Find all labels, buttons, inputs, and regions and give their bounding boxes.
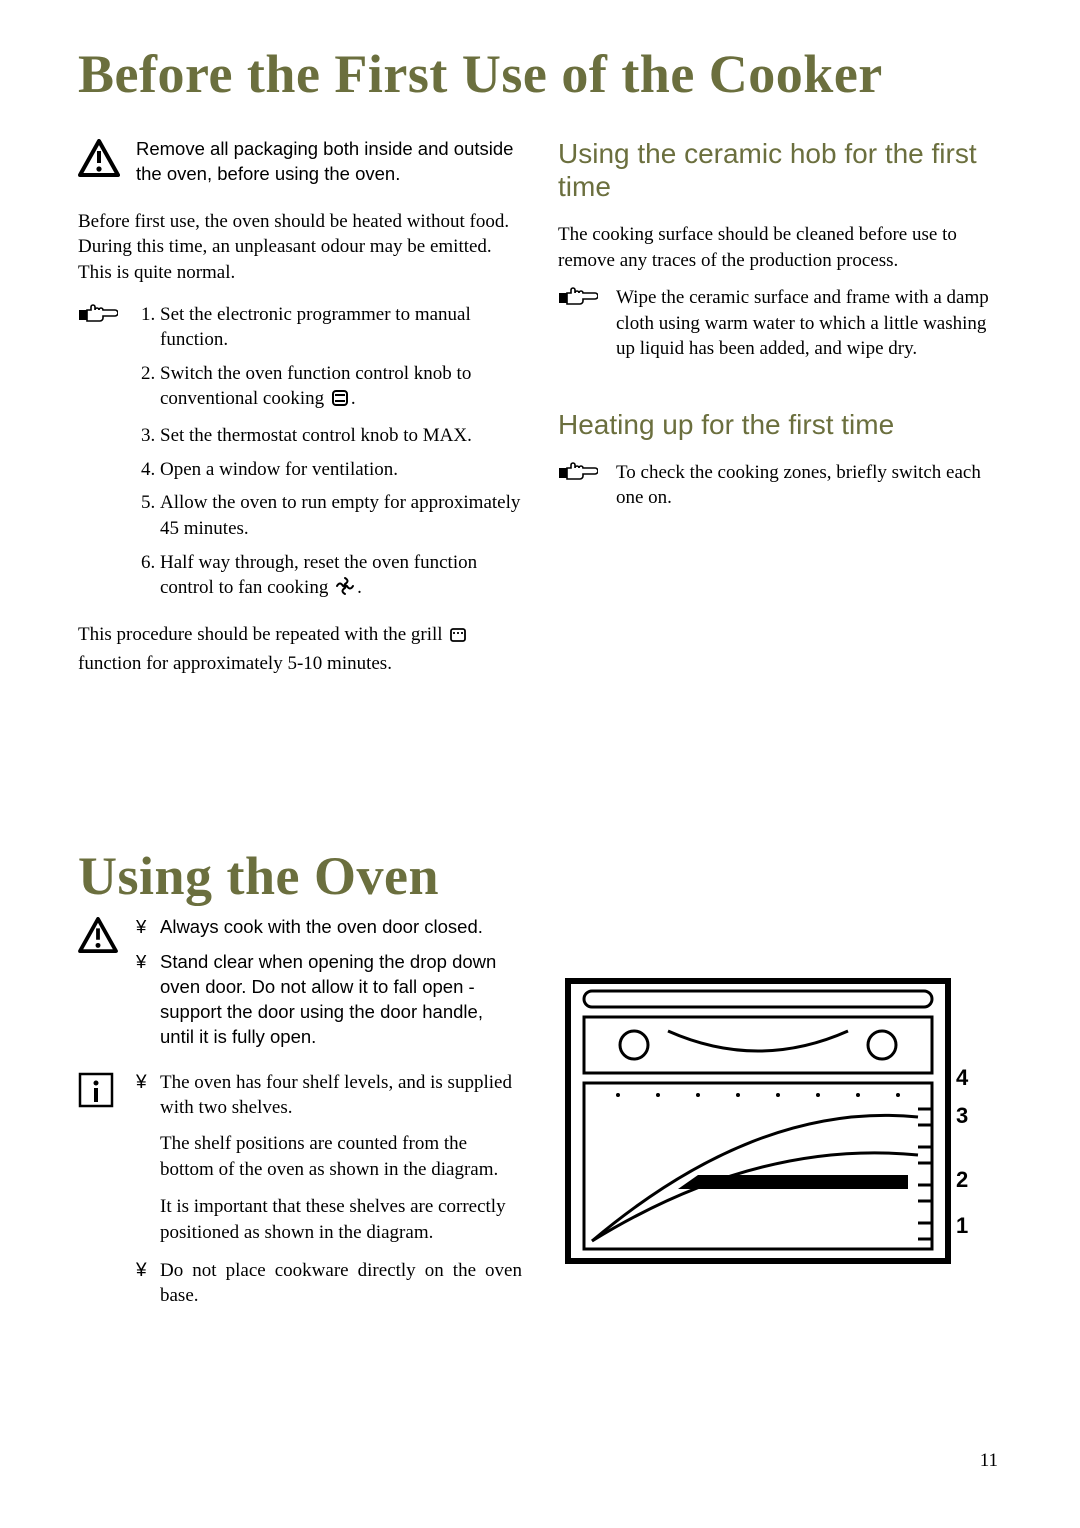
- hob-body: The cooking surface should be cleaned be…: [558, 222, 1002, 273]
- step-3: Set the thermostat control knob to MAX.: [160, 423, 522, 449]
- warning-icon: [78, 915, 126, 1060]
- hand-point-icon: [558, 460, 606, 523]
- h1-using-the-oven: Using the Oven: [78, 848, 1002, 905]
- info-p2: It is important that these shelves are c…: [136, 1194, 522, 1245]
- step-6: Half way through, reset the oven functio…: [160, 550, 522, 604]
- shelf-label-4: 4: [956, 1065, 969, 1090]
- section2-left-column: ¥Always cook with the oven door closed. …: [78, 915, 522, 1329]
- oven-info-bullets: ¥The oven has four shelf levels, and is …: [136, 1070, 522, 1121]
- section1-left-column: Remove all packaging both inside and out…: [78, 137, 522, 689]
- step-5: Allow the oven to run empty for approxim…: [160, 490, 522, 541]
- info-icon: [78, 1070, 126, 1319]
- shelf-label-2: 2: [956, 1167, 968, 1192]
- step-4: Open a window for ventilation.: [160, 457, 522, 483]
- conventional-cooking-icon: [331, 389, 349, 415]
- warning-text: Remove all packaging both inside and out…: [136, 137, 522, 187]
- step-1: Set the electronic programmer to manual …: [160, 302, 522, 353]
- intro-text: Before first use, the oven should be hea…: [78, 209, 522, 286]
- info-bullet-1: ¥The oven has four shelf levels, and is …: [136, 1070, 522, 1121]
- hand-point-icon: [558, 285, 606, 374]
- last-bullet: ¥Do not place cookware directly on the o…: [136, 1258, 522, 1309]
- heating-tip: To check the cooking zones, briefly swit…: [616, 460, 1002, 511]
- warn-bullet-1: ¥Always cook with the oven door closed.: [136, 915, 522, 940]
- oven-shelf-diagram: 4 3 2 1: [558, 971, 978, 1271]
- hob-tip: Wipe the ceramic surface and frame with …: [616, 285, 1002, 362]
- oven-warning-bullets: ¥Always cook with the oven door closed. …: [136, 915, 522, 1060]
- page-number: 11: [980, 1450, 998, 1472]
- first-use-steps: Set the electronic programmer to manual …: [136, 302, 522, 612]
- grill-icon: [449, 625, 467, 651]
- hob-heading: Using the ceramic hob for the first time: [558, 137, 1002, 204]
- section2-right-column: 4 3 2 1: [558, 915, 1002, 1276]
- warn-bullet-2: ¥Stand clear when opening the drop down …: [136, 950, 522, 1050]
- section1-right-column: Using the ceramic hob for the first time…: [558, 137, 1002, 533]
- step-2: Switch the oven function control knob to…: [160, 361, 522, 415]
- warning-icon: [78, 137, 126, 199]
- info-p1: The shelf positions are counted from the…: [136, 1131, 522, 1182]
- fan-cooking-icon: [335, 576, 355, 604]
- oven-last-bullet: ¥Do not place cookware directly on the o…: [136, 1258, 522, 1309]
- heating-heading: Heating up for the first time: [558, 408, 1002, 442]
- shelf-label-3: 3: [956, 1103, 968, 1128]
- shelf-label-1: 1: [956, 1213, 968, 1238]
- outro-text: This procedure should be repeated with t…: [78, 622, 522, 676]
- hand-point-icon: [78, 302, 126, 612]
- h1-before-first-use: Before the First Use of the Cooker: [78, 46, 1002, 103]
